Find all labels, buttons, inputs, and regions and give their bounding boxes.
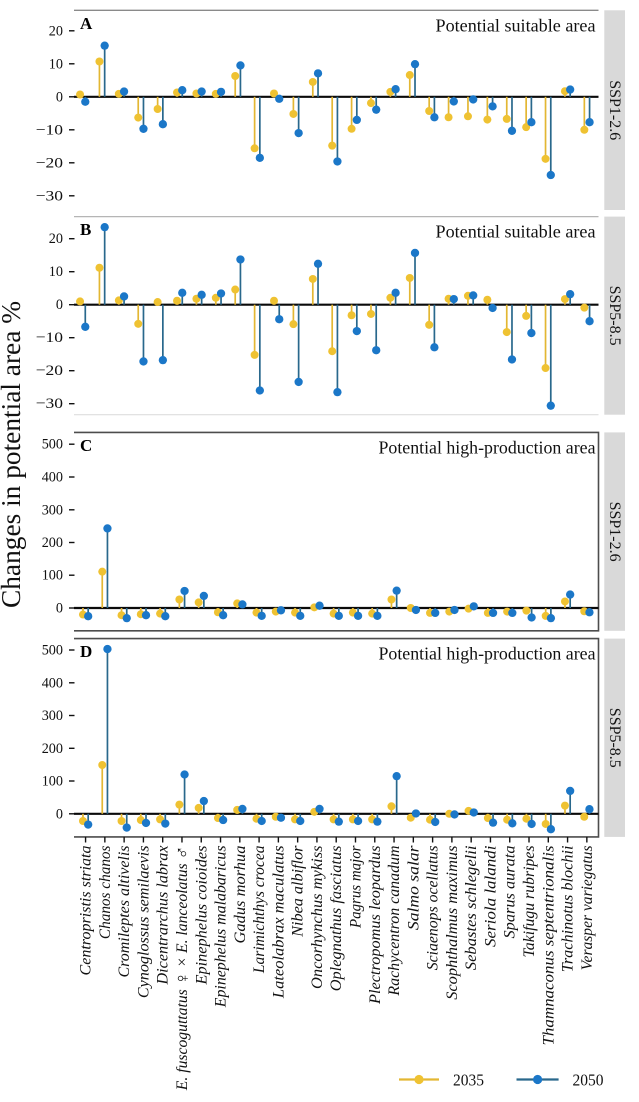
svg-text:10: 10	[49, 263, 64, 280]
svg-text:Epinephelus malabaricus: Epinephelus malabaricus	[213, 846, 230, 1009]
svg-text:SSP5-8.5: SSP5-8.5	[606, 708, 623, 768]
svg-text:100: 100	[42, 567, 64, 584]
svg-text:2050: 2050	[573, 1071, 604, 1090]
svg-text:Salmo salar: Salmo salar	[405, 845, 422, 930]
svg-text:Changes in potential area %: Changes in potential area %	[0, 301, 26, 608]
svg-text:Oncorhynchus mykiss: Oncorhynchus mykiss	[309, 846, 326, 990]
svg-text:Chanos chanos: Chanos chanos	[97, 846, 114, 940]
svg-text:400: 400	[42, 469, 64, 486]
svg-text:C: C	[80, 436, 92, 455]
svg-text:Sciaenops ocellatus: Sciaenops ocellatus	[425, 846, 442, 971]
svg-text:E. fuscoguttatus ♀ × E. lanceo: E. fuscoguttatus ♀ × E. lanceolatus ♂	[172, 846, 193, 1092]
svg-text:SSP5-8.5: SSP5-8.5	[606, 286, 623, 346]
svg-text:SSP1-2.6: SSP1-2.6	[606, 502, 623, 562]
svg-text:Nibea albiflor: Nibea albiflor	[290, 845, 307, 938]
svg-text:Epinephelus coioides: Epinephelus coioides	[193, 846, 210, 986]
svg-text:Gadus morhua: Gadus morhua	[232, 846, 249, 944]
svg-text:−10: −10	[36, 329, 64, 346]
svg-text:B: B	[80, 220, 91, 239]
svg-text:500: 500	[42, 642, 64, 659]
svg-text:400: 400	[42, 674, 64, 691]
svg-text:Sebastes schlegelii: Sebastes schlegelii	[463, 846, 480, 971]
svg-text:Oplegnathus fasciatus: Oplegnathus fasciatus	[328, 846, 345, 992]
svg-text:D: D	[80, 642, 92, 661]
svg-text:2035: 2035	[453, 1071, 484, 1090]
svg-text:300: 300	[42, 501, 64, 518]
svg-text:0: 0	[56, 600, 63, 617]
svg-text:−20: −20	[36, 154, 64, 171]
svg-text:Centropristis striata: Centropristis striata	[78, 846, 95, 976]
svg-text:500: 500	[42, 436, 64, 453]
svg-text:Lateolabrax maculatus: Lateolabrax maculatus	[270, 846, 287, 1000]
svg-text:Dicentrarchus labrax: Dicentrarchus labrax	[155, 846, 172, 986]
svg-text:0: 0	[56, 805, 63, 822]
svg-text:0: 0	[56, 88, 63, 105]
svg-text:SSP1-2.6: SSP1-2.6	[606, 80, 623, 140]
svg-text:Thamnaconus septentrionalis: Thamnaconus septentrionalis	[540, 846, 557, 1046]
svg-text:Plectropomus leopardus: Plectropomus leopardus	[367, 846, 384, 1006]
svg-text:−20: −20	[36, 362, 64, 379]
svg-text:200: 200	[42, 534, 64, 551]
svg-text:Trachinotus blochii: Trachinotus blochii	[560, 846, 577, 973]
svg-text:Verasper variegatus: Verasper variegatus	[579, 846, 596, 971]
svg-text:Sparus aurata: Sparus aurata	[502, 846, 519, 939]
svg-text:Scophthalmus maximus: Scophthalmus maximus	[444, 846, 461, 1000]
svg-text:300: 300	[42, 707, 64, 724]
svg-text:Potential high-production area: Potential high-production area	[379, 437, 596, 457]
svg-text:Rachycentron canadum: Rachycentron canadum	[386, 846, 403, 997]
svg-text:Seriola lalandi: Seriola lalandi	[482, 846, 499, 948]
svg-text:Cromileptes altivelis: Cromileptes altivelis	[116, 846, 133, 978]
svg-text:20: 20	[49, 230, 64, 247]
svg-text:Cynoglossus semilaevis: Cynoglossus semilaevis	[135, 846, 152, 999]
svg-text:Potential suitable area: Potential suitable area	[436, 15, 596, 35]
svg-text:Pagrus major: Pagrus major	[347, 845, 364, 929]
svg-text:A: A	[80, 14, 93, 33]
svg-text:100: 100	[42, 773, 64, 790]
svg-text:Potential suitable area: Potential suitable area	[436, 222, 596, 242]
svg-text:200: 200	[42, 740, 64, 757]
svg-text:0: 0	[56, 296, 63, 313]
svg-text:10: 10	[49, 55, 64, 72]
svg-text:−30: −30	[36, 395, 64, 412]
svg-text:Takifugu rubripes: Takifugu rubripes	[521, 846, 538, 958]
svg-text:Potential high-production area: Potential high-production area	[379, 644, 596, 664]
svg-text:−10: −10	[36, 121, 64, 138]
svg-text:Larimichthys crocea: Larimichthys crocea	[251, 846, 268, 975]
svg-text:−30: −30	[36, 187, 64, 204]
svg-text:20: 20	[49, 22, 64, 39]
